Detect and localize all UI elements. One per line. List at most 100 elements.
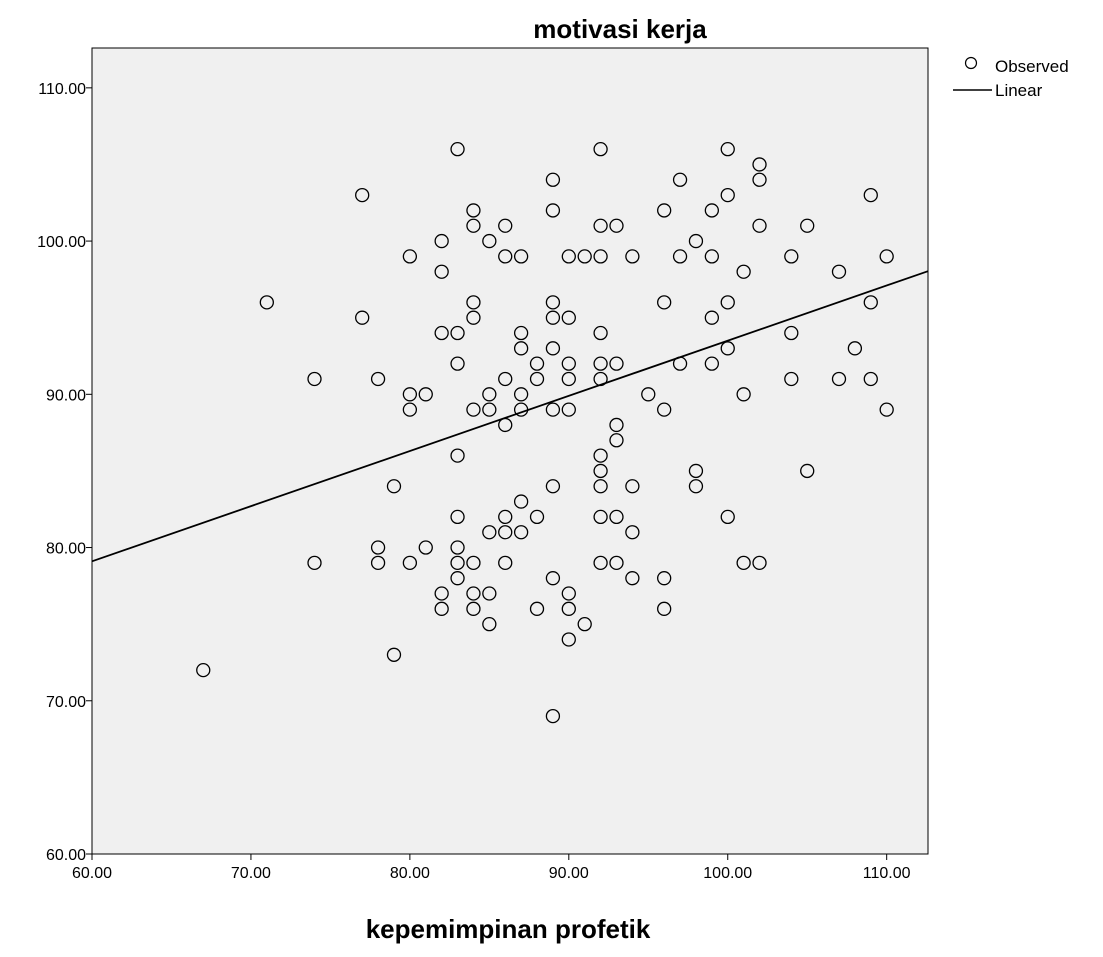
data-point xyxy=(609,555,624,571)
data-point xyxy=(609,417,624,433)
data-point xyxy=(752,555,767,571)
data-point xyxy=(434,586,449,601)
data-point xyxy=(450,448,465,463)
data-point xyxy=(196,662,211,678)
data-point xyxy=(879,402,894,417)
data-point xyxy=(720,341,735,356)
data-point xyxy=(450,509,465,525)
data-point xyxy=(513,387,529,402)
data-point xyxy=(704,203,719,218)
data-point xyxy=(402,555,418,571)
data-point xyxy=(847,341,863,356)
data-point xyxy=(609,433,624,448)
data-point xyxy=(513,494,529,509)
data-point xyxy=(466,295,481,310)
data-point xyxy=(577,249,592,264)
y-tick-label: 110.00 xyxy=(38,81,86,98)
data-point xyxy=(593,325,608,341)
data-point xyxy=(370,555,386,571)
data-point xyxy=(355,187,370,203)
y-tick-label: 80.00 xyxy=(46,541,86,558)
data-point xyxy=(466,203,481,218)
data-point xyxy=(879,249,894,264)
data-point xyxy=(402,387,418,402)
data-point xyxy=(720,509,735,525)
data-point xyxy=(688,479,704,494)
legend-observed-marker xyxy=(964,56,978,70)
data-point xyxy=(784,371,799,387)
x-axis-title: kepemimpinan profetik xyxy=(366,914,651,944)
x-tick-label: 100.00 xyxy=(703,865,752,882)
data-point xyxy=(418,387,433,402)
data-point xyxy=(545,203,561,218)
data-point xyxy=(482,617,497,632)
data-point xyxy=(672,172,688,187)
data-point xyxy=(641,387,656,402)
linear-fit-line xyxy=(91,270,929,563)
data-point xyxy=(657,203,672,218)
data-point xyxy=(466,555,481,571)
data-point xyxy=(561,310,576,325)
data-point xyxy=(593,218,608,233)
data-point xyxy=(545,310,561,325)
data-point xyxy=(736,264,751,279)
data-point xyxy=(450,571,465,586)
data-point xyxy=(482,233,497,249)
data-point xyxy=(593,555,608,571)
data-point xyxy=(577,617,592,632)
legend-linear-label: Linear xyxy=(995,81,1043,100)
data-point xyxy=(752,218,767,233)
data-point xyxy=(307,555,322,571)
data-point xyxy=(831,371,847,387)
data-point xyxy=(545,708,561,724)
data-point xyxy=(450,325,465,341)
data-point xyxy=(466,601,481,616)
data-point xyxy=(688,463,704,479)
data-point xyxy=(784,325,799,341)
data-point xyxy=(704,356,719,371)
data-point xyxy=(498,249,513,264)
data-point xyxy=(657,295,672,310)
data-point xyxy=(498,509,513,525)
data-point xyxy=(863,187,878,203)
data-point xyxy=(863,295,878,310)
data-point xyxy=(672,249,688,264)
data-point xyxy=(498,525,513,540)
data-point xyxy=(434,601,449,616)
data-point xyxy=(466,218,481,233)
y-tick-label: 70.00 xyxy=(46,694,86,711)
data-point xyxy=(545,341,561,356)
data-point xyxy=(561,249,576,264)
data-point xyxy=(561,402,576,417)
data-point xyxy=(529,509,545,525)
data-point xyxy=(529,356,545,371)
y-axis: 60.00 70.00 80.00 90.00 100.00 110.00 xyxy=(37,81,92,864)
x-tick-label: 60.00 xyxy=(72,865,112,882)
legend: Observed Linear xyxy=(953,56,1069,100)
data-point xyxy=(450,555,465,571)
data-point xyxy=(609,509,624,525)
data-point xyxy=(450,540,465,555)
chart-title: motivasi kerja xyxy=(533,14,707,44)
data-point xyxy=(625,525,640,540)
data-point xyxy=(736,387,751,402)
data-point xyxy=(545,571,561,586)
data-point xyxy=(593,356,608,371)
data-point xyxy=(784,249,799,264)
data-point xyxy=(513,525,529,540)
data-point xyxy=(513,325,529,341)
plot-area xyxy=(91,47,929,855)
x-tick-label: 80.00 xyxy=(390,865,430,882)
data-point xyxy=(720,187,735,203)
data-point xyxy=(831,264,847,279)
data-point xyxy=(498,371,513,387)
data-point xyxy=(593,448,608,463)
data-point xyxy=(545,479,561,494)
data-point xyxy=(434,233,449,249)
data-point xyxy=(307,371,322,387)
data-point xyxy=(418,540,433,555)
data-point xyxy=(561,632,576,647)
data-point xyxy=(434,264,449,279)
